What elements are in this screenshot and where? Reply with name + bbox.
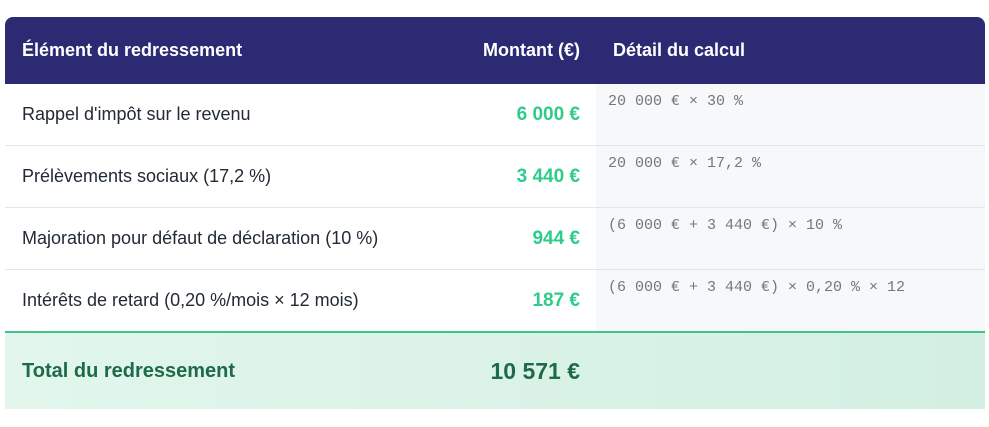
row-element: Intérêts de retard (0,20 %/mois × 12 moi… xyxy=(22,290,359,310)
table-header: Élément du redressement Montant (€) Déta… xyxy=(5,17,985,84)
row-detail: (6 000 € + 3 440 €) × 0,20 % × 12 xyxy=(596,270,985,331)
row-montant: 6 000 € xyxy=(516,103,580,125)
header-detail: Détail du calcul xyxy=(613,40,746,60)
table-row: Prélèvements sociaux (17,2 %) 3 440 € 20… xyxy=(5,146,985,208)
total-label: Total du redressement xyxy=(22,359,236,382)
row-element: Prélèvements sociaux (17,2 %) xyxy=(22,166,272,186)
row-montant: 944 € xyxy=(532,227,580,249)
row-montant: 3 440 € xyxy=(516,165,580,187)
header-element: Élément du redressement xyxy=(22,40,243,60)
row-detail: 20 000 € × 17,2 % xyxy=(596,146,985,207)
total-montant: 10 571 € xyxy=(490,357,580,384)
row-detail: (6 000 € + 3 440 €) × 10 % xyxy=(596,208,985,269)
header-montant: Montant (€) xyxy=(483,40,580,60)
row-detail: 20 000 € × 30 % xyxy=(596,84,985,145)
table-row: Majoration pour défaut de déclaration (1… xyxy=(5,208,985,270)
table-row: Rappel d'impôt sur le revenu 6 000 € 20 … xyxy=(5,84,985,146)
row-element: Rappel d'impôt sur le revenu xyxy=(22,104,251,124)
adjustment-table: Élément du redressement Montant (€) Déta… xyxy=(5,17,985,409)
row-element: Majoration pour défaut de déclaration (1… xyxy=(22,228,379,248)
row-montant: 187 € xyxy=(532,289,580,311)
total-row: Total du redressement 10 571 € xyxy=(5,331,985,409)
table-row: Intérêts de retard (0,20 %/mois × 12 moi… xyxy=(5,270,985,331)
